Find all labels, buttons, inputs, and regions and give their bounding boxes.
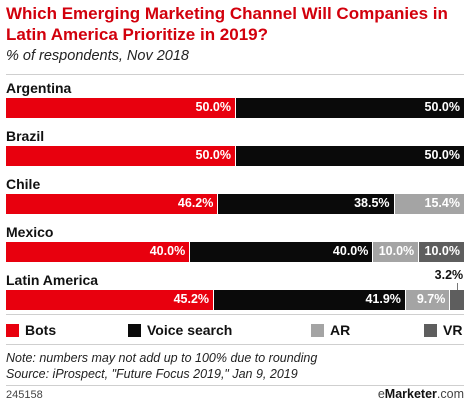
data-label: 38.5% [354, 196, 390, 210]
category-label: Argentina [6, 80, 72, 96]
legend-label: Voice search [147, 322, 233, 338]
bar-segment: 38.5% [217, 194, 394, 214]
bar-segment: 46.2% [6, 194, 218, 214]
data-label: 50.0% [195, 100, 231, 114]
bar-row: 45.2% 41.9% 9.7% [6, 290, 464, 310]
bar-segment: 45.2% [6, 290, 214, 310]
bar-segment: 40.0% [189, 242, 373, 262]
source-text: Source: iProspect, "Future Focus 2019," … [6, 367, 298, 381]
legend-label: VR [443, 322, 463, 338]
data-label: 50.0% [424, 100, 460, 114]
bar-row: 46.2% 38.5% 15.4% [6, 194, 464, 214]
bar-segment: 10.0% [372, 242, 419, 262]
category-label: Brazil [6, 128, 45, 144]
legend-swatch [128, 323, 141, 337]
legend-swatch [311, 323, 324, 337]
category-label: Chile [6, 176, 41, 192]
legend: Bots Voice search AR VR [6, 322, 464, 338]
bar-segment: 50.0% [235, 98, 464, 118]
chart-subtitle: % of respondents, Nov 2018 [6, 48, 189, 64]
legend-swatch [424, 323, 437, 337]
chart-title: Which Emerging Marketing Channel Will Co… [6, 4, 448, 44]
bar-segment: 15.4% [393, 194, 464, 214]
data-label-callout: 3.2% [434, 268, 464, 282]
data-label: 46.2% [177, 196, 214, 210]
data-label: 9.7% [416, 292, 446, 306]
legend-label: AR [330, 322, 351, 338]
brand-prefix: e [377, 387, 385, 401]
data-label: 41.9% [365, 292, 401, 306]
chart-id: 245158 [6, 389, 43, 401]
category-label: Mexico [6, 224, 54, 240]
legend-item: Voice search [128, 322, 232, 338]
bar-segment: 40.0% [6, 242, 190, 262]
legend-swatch [6, 323, 19, 337]
note-divider [6, 344, 464, 345]
note-text: Note: numbers may not add up to 100% due… [6, 351, 318, 365]
footnote: Note: numbers may not add up to 100% due… [6, 350, 317, 382]
callout-line [456, 283, 458, 290]
data-label: 40.0% [332, 244, 369, 258]
legend-item: VR [424, 322, 462, 338]
data-label: 10.0% [378, 244, 415, 258]
bar-segment: 50.0% [6, 146, 235, 166]
brand-name: Marketer [384, 387, 437, 401]
bar-row: 40.0% 40.0% 10.0% 10.0% [6, 242, 464, 262]
legend-divider [6, 314, 464, 315]
legend-item: AR [311, 322, 350, 338]
footer-divider [6, 385, 464, 386]
data-label: 45.2% [173, 292, 210, 306]
legend-label: Bots [25, 322, 57, 338]
bar-segment: 41.9% [213, 290, 405, 310]
data-label: 50.0% [424, 148, 460, 162]
brand-suffix: .com [436, 387, 464, 401]
top-divider [6, 74, 464, 75]
data-label: 10.0% [424, 244, 460, 258]
bar-segment: 50.0% [235, 146, 464, 166]
data-label: 40.0% [149, 244, 186, 258]
bar-segment [449, 290, 464, 310]
data-label: 50.0% [195, 148, 231, 162]
legend-item: Bots [6, 322, 56, 338]
bar-segment: 9.7% [404, 290, 450, 310]
category-label: Latin America [6, 272, 99, 288]
brand-logo: eMarketer.com [378, 387, 464, 401]
bar-row: 50.0% 50.0% [6, 98, 464, 118]
data-label: 15.4% [424, 196, 460, 210]
bar-row: 50.0% 50.0% [6, 146, 464, 166]
bar-segment: 10.0% [418, 242, 464, 262]
bar-segment: 50.0% [6, 98, 235, 118]
